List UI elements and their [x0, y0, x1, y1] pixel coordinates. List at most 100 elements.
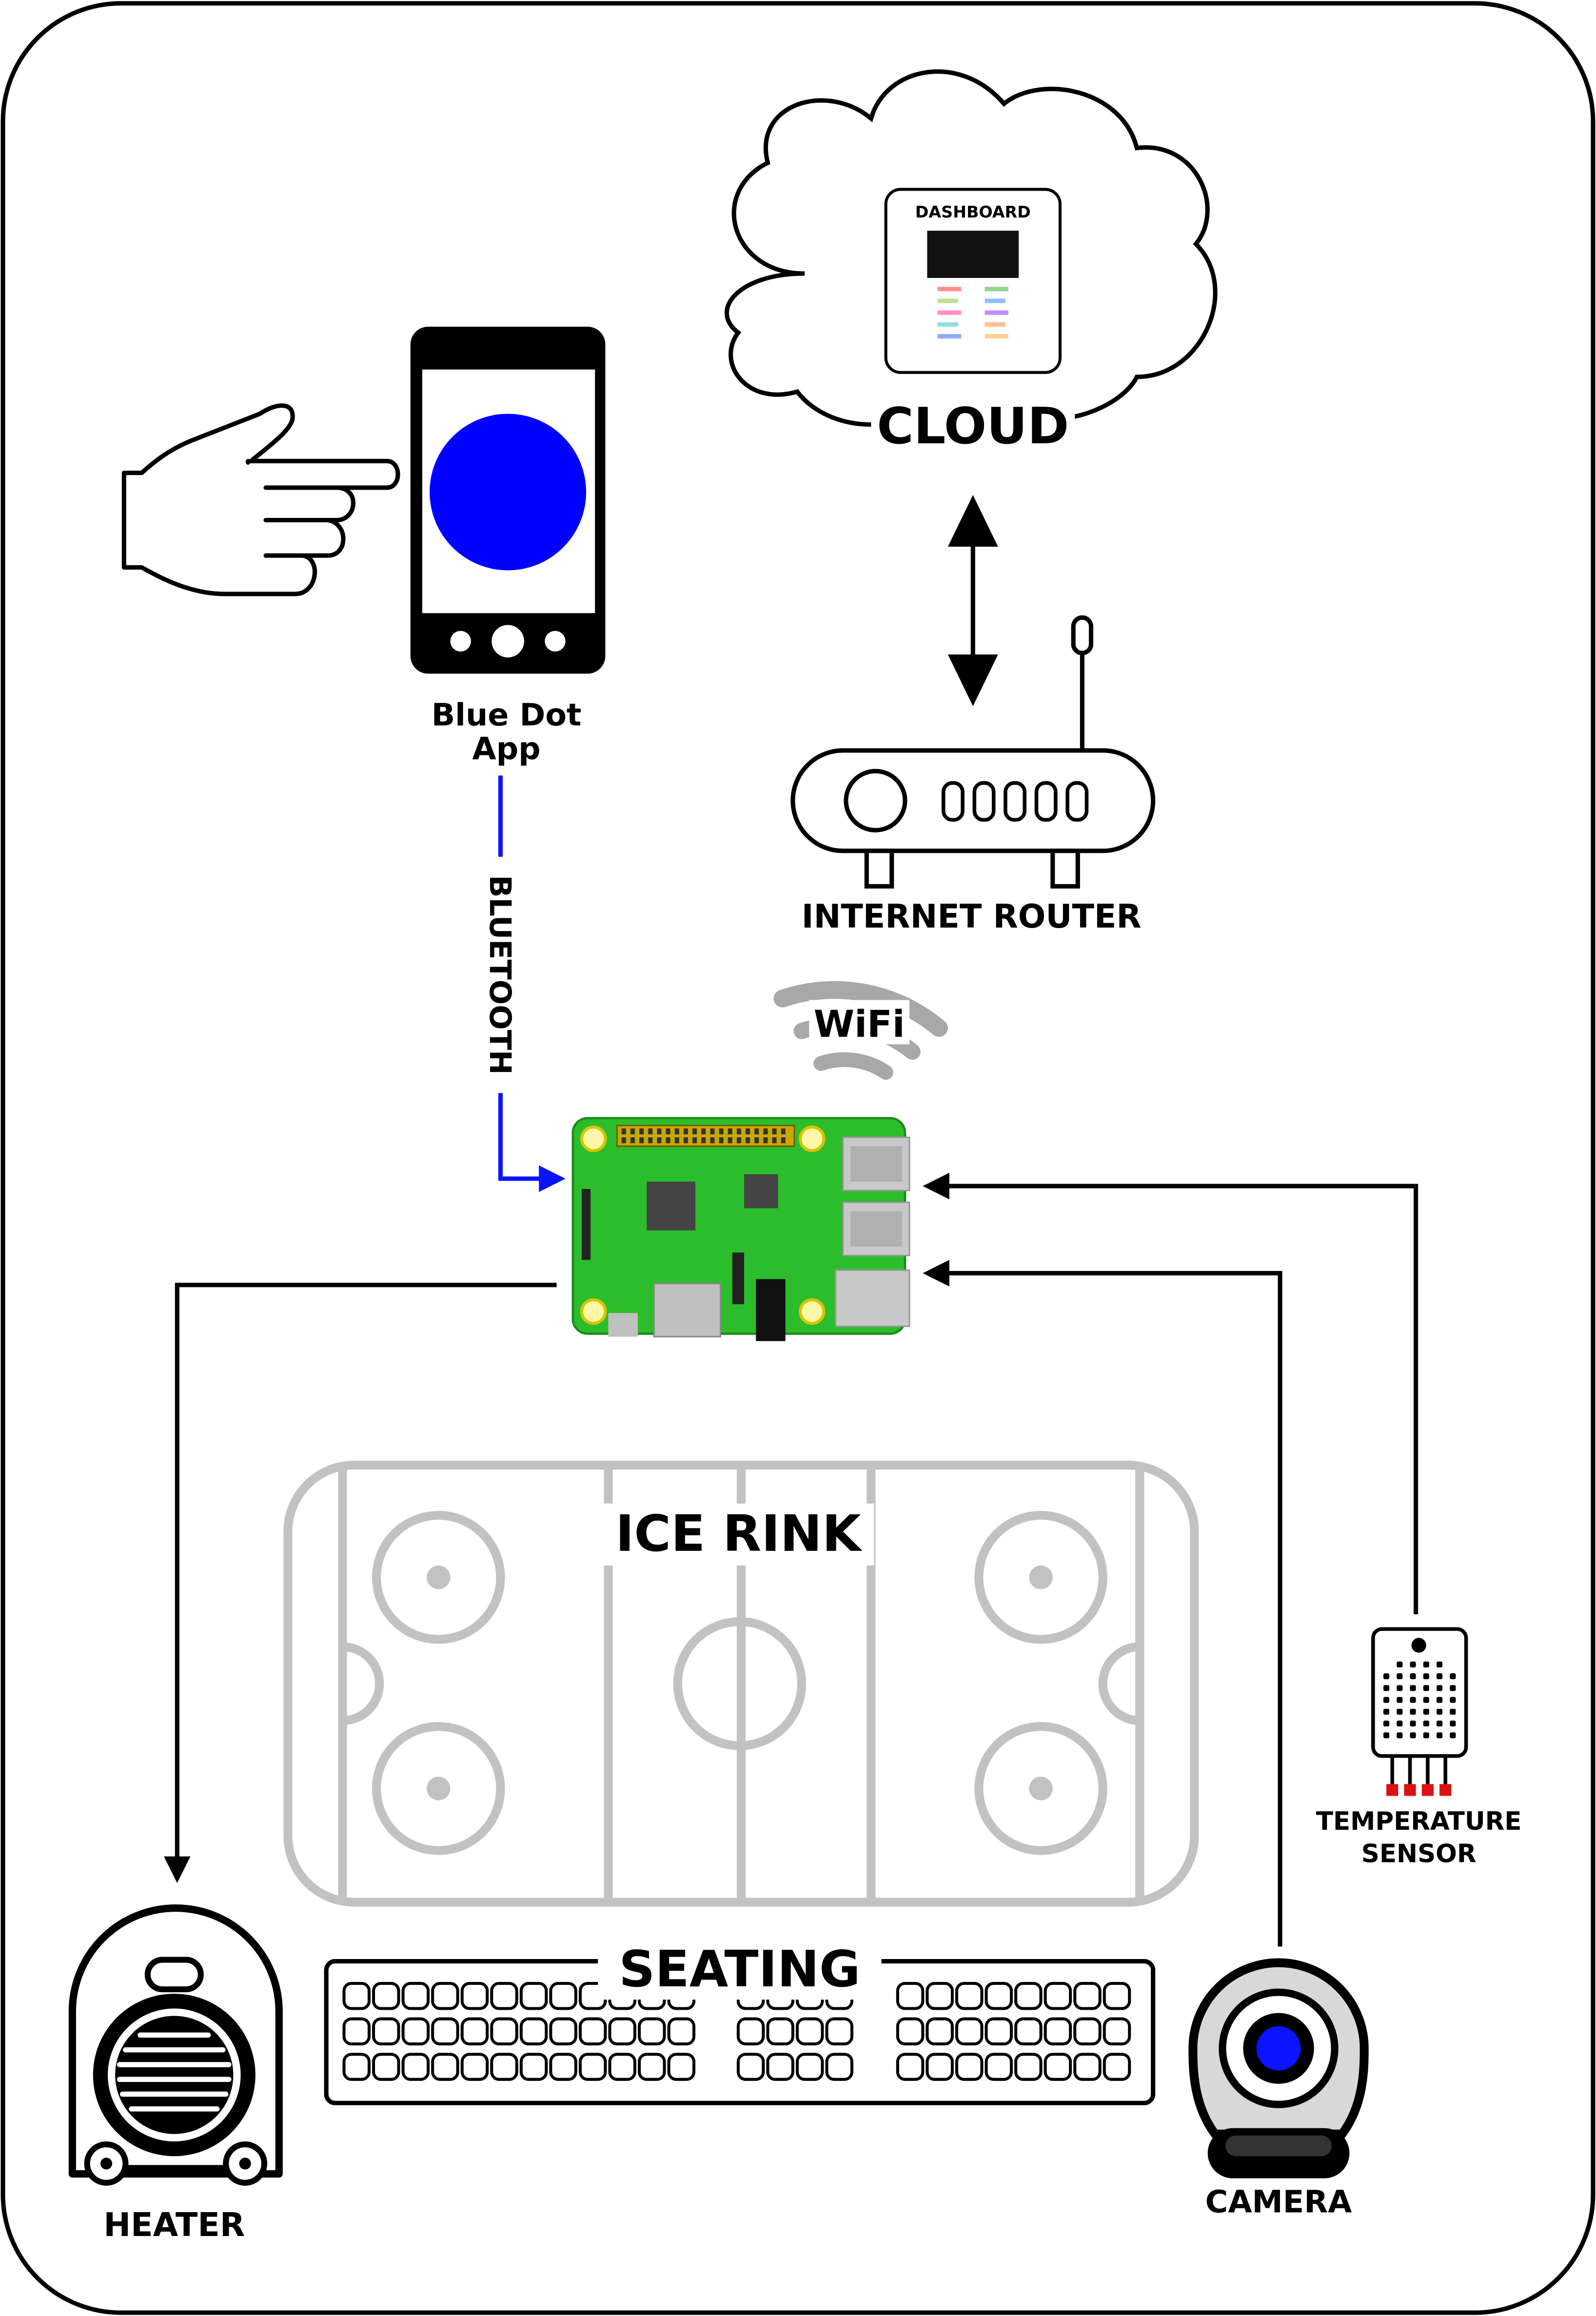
seat: [766, 2017, 794, 2046]
sensor-grille-hole: [1423, 1721, 1429, 1727]
seat: [926, 2017, 954, 2046]
seat: [1103, 2017, 1131, 2046]
pi-heater-link: [164, 1283, 557, 1883]
sensor-grille-hole: [1423, 1708, 1429, 1715]
seat: [1014, 1981, 1043, 2010]
sensor-grille-hole: [1450, 1732, 1456, 1739]
sensor-grille-hole: [1437, 1685, 1443, 1691]
sensor-grille-hole: [1383, 1708, 1390, 1715]
temperature-sensor-icon: [1371, 1627, 1468, 1796]
seat: [1103, 1981, 1131, 2010]
seat: [1073, 2017, 1102, 2046]
seat: [519, 1981, 548, 2010]
ice-rink-label: ICE RINK: [615, 1504, 863, 1563]
seat: [955, 2053, 984, 2081]
seat: [1103, 2053, 1131, 2081]
seat: [578, 2053, 607, 2081]
seat: [401, 2017, 430, 2046]
sensor-grille-hole: [1383, 1685, 1390, 1691]
seat: [1014, 2017, 1043, 2046]
sensor-grille-hole: [1423, 1661, 1429, 1668]
temperature-label-line2: SENSOR: [1361, 1840, 1477, 1869]
smartphone-icon: [410, 326, 606, 674]
seat: [519, 2053, 548, 2081]
camera-icon: [1188, 1958, 1369, 2178]
seat: [460, 2017, 489, 2046]
sensor-grille-hole: [1423, 1697, 1429, 1703]
sensor-grille-hole: [1383, 1697, 1390, 1703]
sensor-grille-hole: [1437, 1673, 1443, 1680]
sensor-grille-hole: [1397, 1708, 1403, 1715]
rink-faceoff-dots: [427, 1565, 1053, 1801]
seat: [460, 2053, 489, 2081]
seat: [736, 2017, 765, 2046]
seat: [1073, 1981, 1102, 2010]
seat: [342, 2017, 371, 2046]
sensor-grille-hole: [1397, 1673, 1403, 1680]
seat: [431, 1981, 459, 2010]
temperature-label-line1: TEMPERATURE: [1316, 1807, 1522, 1836]
dashboard-terminal: [927, 231, 1019, 278]
heater-icon: [68, 1904, 283, 2186]
sensor-grille-hole: [1450, 1697, 1456, 1703]
seat: [490, 2053, 518, 2081]
sensor-grille-hole: [1423, 1732, 1429, 1739]
seat: [795, 2053, 824, 2081]
hand-icon: [121, 403, 400, 596]
sensor-grille-hole: [1383, 1732, 1390, 1739]
router-label: INTERNET ROUTER: [802, 897, 1142, 935]
camera-pi-link: [923, 1260, 1282, 1947]
sensor-grille-hole: [1423, 1673, 1429, 1680]
sensor-grille-hole: [1410, 1697, 1416, 1703]
seat: [490, 1981, 518, 2010]
wifi-label: WiFi: [814, 1003, 905, 1046]
seat: [608, 2017, 636, 2046]
seat: [401, 1981, 430, 2010]
sensor-grille-hole: [1410, 1661, 1416, 1668]
router-icon: [790, 615, 1156, 889]
sensor-grille-hole: [1397, 1697, 1403, 1703]
seat: [431, 2053, 459, 2081]
app-label-line2: App: [472, 731, 540, 767]
sensor-grille-hole: [1437, 1721, 1443, 1727]
sensor-grille-hole: [1423, 1685, 1429, 1691]
seating-label: SEATING: [619, 1940, 860, 1999]
seat: [766, 2053, 794, 2081]
seat: [985, 2053, 1013, 2081]
seat: [926, 2053, 954, 2081]
cloud-label: CLOUD: [877, 397, 1069, 455]
sensor-grille-hole: [1397, 1732, 1403, 1739]
sensor-pi-link: [923, 1172, 1419, 1615]
seat: [549, 1981, 577, 2010]
sensor-grille-hole: [1437, 1661, 1443, 1668]
bluetooth-label: BLUETOOTH: [483, 875, 517, 1074]
dashboard-panel: DASHBOARD: [884, 188, 1062, 374]
seat: [985, 2017, 1013, 2046]
seat: [955, 2017, 984, 2046]
sensor-grille-hole: [1410, 1721, 1416, 1727]
seating: [324, 1959, 1156, 2105]
sensor-grille-hole: [1397, 1721, 1403, 1727]
camera-label: CAMERA: [1205, 2183, 1352, 2219]
ice-rink: [283, 1461, 1199, 1907]
heater-label: HEATER: [103, 2206, 245, 2244]
seat: [736, 2053, 765, 2081]
seat: [985, 1981, 1013, 2010]
sensor-grille-hole: [1437, 1697, 1443, 1703]
seat: [608, 2053, 636, 2081]
seat: [926, 1981, 954, 2010]
sensor-grille-hole: [1383, 1721, 1390, 1727]
blue-dot[interactable]: [430, 414, 587, 571]
sensor-grille-hole: [1397, 1685, 1403, 1691]
sensor-grille-hole: [1410, 1673, 1416, 1680]
seat: [637, 2053, 666, 2081]
seat: [896, 2053, 925, 2081]
seat: [1014, 2053, 1043, 2081]
seat: [955, 1981, 984, 2010]
sensor-grille-hole: [1450, 1721, 1456, 1727]
dashboard-readings: [937, 287, 1008, 339]
sensor-grille-hole: [1450, 1708, 1456, 1715]
seat: [896, 1981, 925, 2010]
seat: [431, 2017, 459, 2046]
